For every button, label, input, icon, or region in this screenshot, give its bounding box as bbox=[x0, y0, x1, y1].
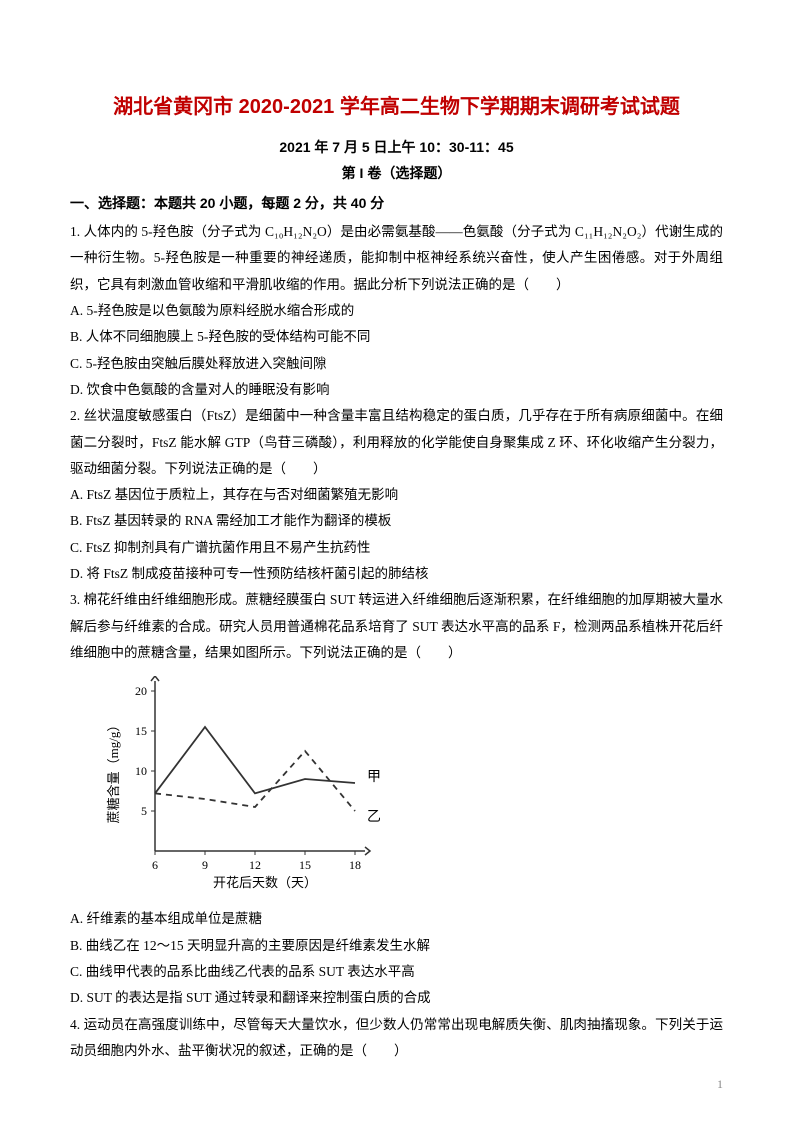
q1-option-b: B. 人体不同细胞膜上 5-羟色胺的受体结构可能不同 bbox=[70, 324, 723, 350]
q4-stem: 4. 运动员在高强度训练中，尽管每天大量饮水，但少数人仍常常出现电解质失衡、肌肉… bbox=[70, 1012, 723, 1065]
q3-stem: 3. 棉花纤维由纤维细胞形成。蔗糖经膜蛋白 SUT 转运进入纤维细胞后逐渐积累，… bbox=[70, 587, 723, 666]
section1-header: 一、选择题：本题共 20 小题，每题 2 分，共 40 分 bbox=[70, 193, 723, 213]
svg-text:5: 5 bbox=[141, 804, 147, 818]
svg-text:乙: 乙 bbox=[367, 809, 380, 825]
q1-option-d: D. 饮食中色氨酸的含量对人的睡眠没有影响 bbox=[70, 377, 723, 403]
q2-option-c: C. FtsZ 抑制剂具有广谱抗菌作用且不易产生抗药性 bbox=[70, 535, 723, 561]
q2-stem: 2. 丝状温度敏感蛋白（FtsZ）是细菌中一种含量丰富且结构稳定的蛋白质，几乎存… bbox=[70, 403, 723, 482]
svg-text:甲: 甲 bbox=[367, 770, 380, 785]
q2-option-d: D. 将 FtsZ 制成疫苗接种可专一性预防结核杆菌引起的肺结核 bbox=[70, 561, 723, 587]
paper-part: 第 I 卷（选择题） bbox=[70, 163, 723, 183]
svg-text:15: 15 bbox=[135, 724, 147, 738]
svg-text:20: 20 bbox=[135, 684, 147, 698]
svg-text:9: 9 bbox=[202, 858, 208, 872]
svg-text:18: 18 bbox=[349, 858, 361, 872]
q3-option-a: A. 纤维素的基本组成单位是蔗糖 bbox=[70, 906, 723, 932]
page-number: 1 bbox=[717, 1077, 723, 1092]
q1-option-a: A. 5-羟色胺是以色氨酸为原料经脱水缩合形成的 bbox=[70, 298, 723, 324]
exam-datetime: 2021 年 7 月 5 日上午 10：30-11：45 bbox=[70, 137, 723, 157]
chart-svg: 6 9 12 15 18 5 10 15 20 开花后天数（天） 蔗糖含量（mg/g） 甲乙 bbox=[100, 676, 380, 896]
exam-title: 湖北省黄冈市 2020-2021 学年高二生物下学期期末调研考试试题 bbox=[70, 90, 723, 119]
q1-option-c: C. 5-羟色胺由突触后膜处释放进入突触间隙 bbox=[70, 351, 723, 377]
q3-option-c: C. 曲线甲代表的品系比曲线乙代表的品系 SUT 表达水平高 bbox=[70, 959, 723, 985]
svg-text:蔗糖含量（mg/g）: 蔗糖含量（mg/g） bbox=[106, 719, 121, 824]
svg-text:15: 15 bbox=[299, 858, 311, 872]
svg-text:10: 10 bbox=[135, 764, 147, 778]
q3-option-b: B. 曲线乙在 12～15 天明显升高的主要原因是纤维素发生水解 bbox=[70, 933, 723, 959]
q2-option-a: A. FtsZ 基因位于质粒上，其存在与否对细菌繁殖无影响 bbox=[70, 482, 723, 508]
svg-text:6: 6 bbox=[152, 858, 158, 872]
q1-stem: 1. 人体内的 5-羟色胺（分子式为 C₁₀H₁₂N₂O）是由必需氨基酸——色氨… bbox=[70, 219, 723, 298]
svg-text:12: 12 bbox=[249, 858, 261, 872]
svg-text:开花后天数（天）: 开花后天数（天） bbox=[213, 875, 317, 890]
q3-chart: 6 9 12 15 18 5 10 15 20 开花后天数（天） 蔗糖含量（mg/g） 甲乙 bbox=[100, 676, 380, 896]
q2-option-b: B. FtsZ 基因转录的 RNA 需经加工才能作为翻译的模板 bbox=[70, 508, 723, 534]
q3-option-d: D. SUT 的表达是指 SUT 通过转录和翻译来控制蛋白质的合成 bbox=[70, 985, 723, 1011]
